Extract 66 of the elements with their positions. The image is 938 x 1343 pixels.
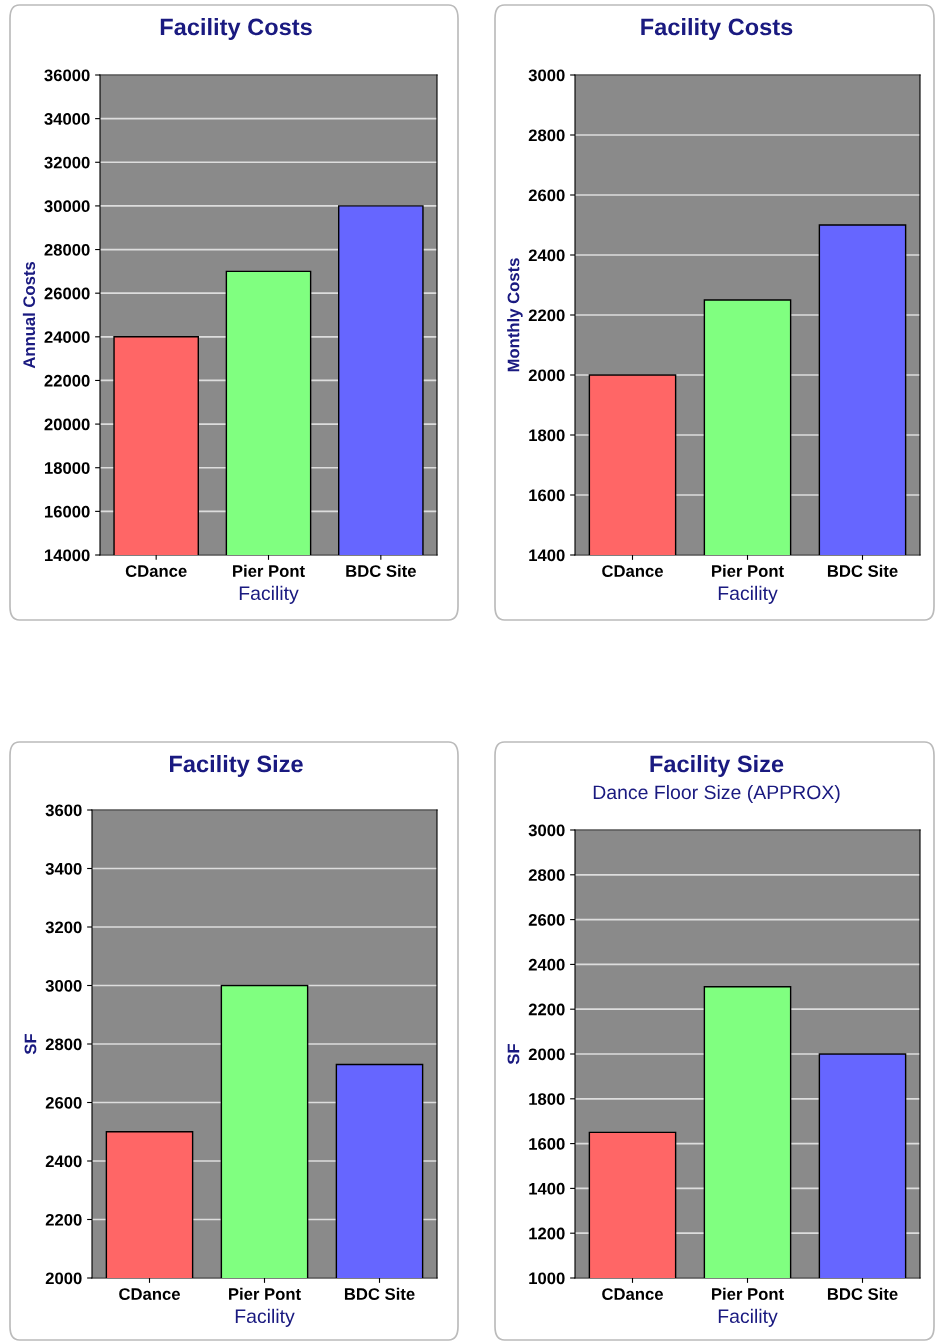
y-tick-label: 30000	[44, 200, 90, 213]
y-tick-label: 36000	[44, 69, 90, 82]
x-tick-label: Pier Pont	[229, 1287, 301, 1300]
y-tick-label: 2200	[45, 1213, 82, 1226]
y-tick-label: 2800	[45, 1038, 82, 1051]
y-tick-label: 2600	[528, 189, 565, 202]
y-tick-label: 1400	[529, 549, 565, 562]
y-tick-label: 2800	[528, 129, 565, 142]
y-tick-label: 2200	[528, 309, 565, 322]
y-tick-label: 24000	[44, 331, 90, 344]
y-tick-label: 3000	[45, 979, 82, 992]
x-tick-label: BDC Site	[827, 564, 898, 577]
y-tick-label: 2400	[528, 249, 565, 262]
y-tick-label: 1600	[529, 489, 565, 502]
y-tick-label: 14000	[44, 549, 90, 562]
x-tick-label: Pier Pont	[712, 564, 784, 577]
y-tick-label: 2200	[528, 1003, 565, 1016]
y-axis-title: Monthly Costs	[507, 258, 523, 372]
x-tick-label: CDance	[125, 565, 187, 577]
y-tick-label: 20000	[44, 418, 90, 431]
y-tick-label: 3600	[45, 804, 82, 817]
y-tick-label: 2400	[45, 1155, 82, 1168]
y-tick-label: 32000	[44, 156, 90, 169]
x-axis-title: Facility	[239, 585, 299, 604]
y-axis-title: SF	[24, 1033, 37, 1055]
x-axis-title: Facility	[718, 1308, 778, 1327]
x-tick-label: BDC Site	[346, 564, 416, 577]
y-tick-label: 3000	[528, 69, 565, 82]
y-tick-label: 22000	[44, 374, 90, 387]
chart-title: Facility Costs	[641, 18, 793, 40]
y-tick-label: 3400	[45, 862, 82, 875]
y-tick-label: 2400	[528, 958, 565, 971]
y-tick-label: 34000	[44, 113, 90, 125]
y-tick-label: 2000	[528, 369, 565, 382]
y-axis-title: SF	[507, 1043, 520, 1065]
y-tick-label: 2600	[528, 914, 565, 926]
y-tick-label: 3000	[528, 824, 565, 837]
chart-title: Facility Costs	[160, 18, 312, 40]
y-tick-label: 1800	[529, 429, 565, 442]
y-tick-label: 2600	[45, 1096, 82, 1109]
y-tick-label: 3200	[45, 921, 82, 934]
y-tick-label: 1200	[529, 1227, 565, 1240]
chart-title: Facility Size	[650, 754, 784, 778]
y-tick-label: 1400	[529, 1182, 565, 1195]
chart-title: Facility Size	[170, 754, 303, 778]
y-tick-label: 2800	[528, 869, 565, 881]
x-tick-label: CDance	[119, 1288, 180, 1300]
x-tick-label: BDC Site	[344, 1287, 415, 1300]
x-axis-title: Facility	[718, 585, 778, 604]
y-tick-label: 16000	[44, 505, 90, 518]
x-axis-title: Facility	[235, 1308, 295, 1327]
y-tick-label: 2000	[45, 1272, 82, 1285]
y-tick-label: 2000	[528, 1048, 565, 1061]
y-tick-label: 18000	[44, 462, 90, 474]
x-tick-label: Pier Pont	[712, 1287, 784, 1300]
y-tick-label: 1000	[529, 1272, 565, 1285]
x-tick-label: CDance	[602, 1288, 663, 1300]
y-tick-label: 1800	[529, 1093, 565, 1105]
y-tick-label: 28000	[44, 243, 90, 256]
x-tick-label: CDance	[602, 565, 663, 577]
y-axis-title: Annual Costs	[22, 261, 36, 369]
x-tick-label: Pier Pont	[233, 564, 305, 577]
y-tick-label: 26000	[44, 287, 90, 300]
x-tick-label: BDC Site	[827, 1287, 898, 1300]
y-tick-label: 1600	[529, 1138, 565, 1150]
chart-subtitle: Dance Floor Size (APPROX)	[593, 784, 840, 804]
